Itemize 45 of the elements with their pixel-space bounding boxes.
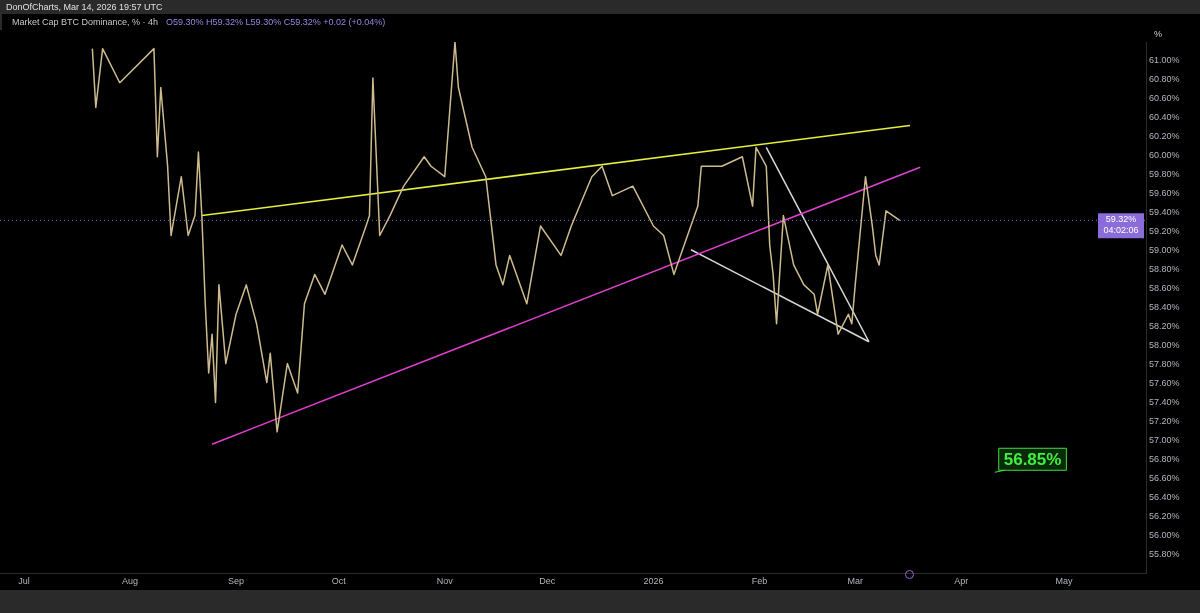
y-tick-label: 60.00% [1149, 150, 1180, 161]
y-tick-label: 58.60% [1149, 283, 1180, 294]
x-tick-label: Sep [228, 576, 245, 587]
annotation: 04:02:06 [1103, 225, 1139, 236]
y-tick-label: 58.80% [1149, 264, 1180, 275]
chart-subtitle: O59.30% H59.32% L59.30% C59.32% +0.02 (+0.04%) [166, 17, 386, 27]
y-tick-label: 61.00% [1149, 55, 1180, 66]
y-tick-label: 60.80% [1149, 74, 1180, 85]
y-tick-label: 56.80% [1149, 453, 1180, 464]
y-tick-label: 57.80% [1149, 359, 1180, 369]
y-tick-label: 57.60% [1149, 377, 1180, 388]
y-tick-label: 59.60% [1149, 188, 1180, 199]
y-tick-label: 56.60% [1149, 472, 1180, 483]
x-tick-label: Aug [121, 576, 138, 587]
y-tick-label: 56.00% [1149, 529, 1180, 540]
y-tick-label: 57.00% [1149, 434, 1180, 445]
y-tick-label: 60.60% [1149, 93, 1180, 104]
ref-line-label: 59.32% [1105, 214, 1137, 225]
y-tick-label: 56.40% [1149, 491, 1180, 502]
annotation: 56.85% [1003, 449, 1062, 469]
y-tick-label: 56.20% [1149, 510, 1180, 521]
y-tick-label: 59.00% [1149, 245, 1180, 256]
y-axis-title: % [1154, 28, 1163, 39]
x-tick-label: Jul [18, 576, 30, 587]
x-tick-label: May [1055, 576, 1073, 587]
y-tick-label: 60.40% [1149, 112, 1180, 123]
x-tick-label: 2026 [643, 576, 664, 587]
y-tick-label: 59.40% [1149, 207, 1180, 218]
y-tick-label: 58.20% [1149, 321, 1180, 332]
y-tick-label: 59.80% [1149, 169, 1180, 180]
x-tick-label: Feb [751, 576, 768, 587]
y-tick-label: 58.40% [1149, 302, 1180, 313]
y-tick-label: 59.20% [1149, 226, 1180, 237]
chart-title: Market Cap BTC Dominance, % · 4h [12, 17, 159, 27]
y-tick-label: 58.00% [1149, 340, 1180, 351]
y-tick-label: 55.80% [1149, 548, 1180, 559]
x-tick-label: Oct [331, 576, 347, 587]
y-tick-label: 57.20% [1149, 415, 1180, 426]
y-tick-label: 57.40% [1149, 396, 1180, 407]
x-tick-label: Mar [847, 576, 863, 587]
x-tick-label: Nov [436, 576, 454, 587]
y-tick-label: 60.20% [1149, 131, 1180, 142]
x-tick-label: Apr [954, 576, 969, 587]
x-tick-label: Dec [539, 576, 556, 587]
text: DonOfCharts, Mar 14, 2026 19:57 UTC [0, 0, 1200, 14]
